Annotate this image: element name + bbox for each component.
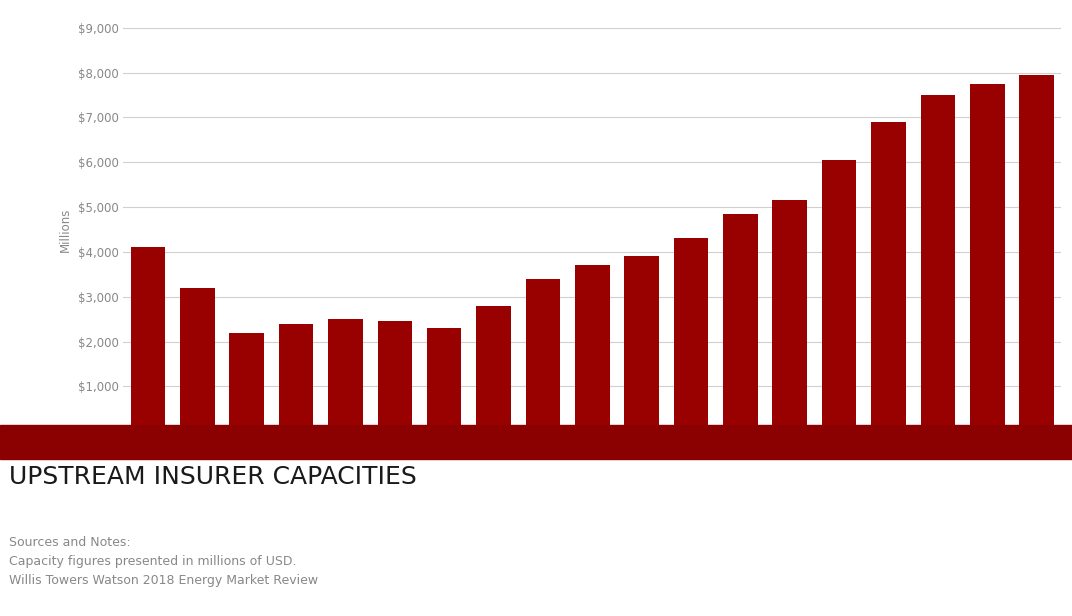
Bar bbox=[1019, 75, 1054, 431]
Bar bbox=[822, 160, 857, 431]
Bar bbox=[377, 322, 412, 431]
Bar bbox=[427, 328, 461, 431]
Y-axis label: Millions: Millions bbox=[59, 207, 72, 252]
Bar bbox=[921, 95, 955, 431]
Text: Sources and Notes:
Capacity figures presented in millions of USD.
Willis Towers : Sources and Notes: Capacity figures pres… bbox=[9, 536, 317, 587]
Bar bbox=[180, 288, 214, 431]
Bar bbox=[131, 248, 165, 431]
Bar bbox=[525, 279, 561, 431]
Bar bbox=[724, 214, 758, 431]
Bar bbox=[673, 238, 709, 431]
Bar bbox=[970, 84, 1004, 431]
Bar bbox=[279, 323, 313, 431]
Bar bbox=[476, 306, 511, 431]
Bar bbox=[229, 333, 264, 431]
Text: UPSTREAM INSURER CAPACITIES: UPSTREAM INSURER CAPACITIES bbox=[9, 465, 416, 489]
Bar bbox=[328, 319, 362, 431]
Bar bbox=[872, 122, 906, 431]
Bar bbox=[624, 256, 659, 431]
Bar bbox=[773, 200, 807, 431]
Bar bbox=[575, 265, 610, 431]
